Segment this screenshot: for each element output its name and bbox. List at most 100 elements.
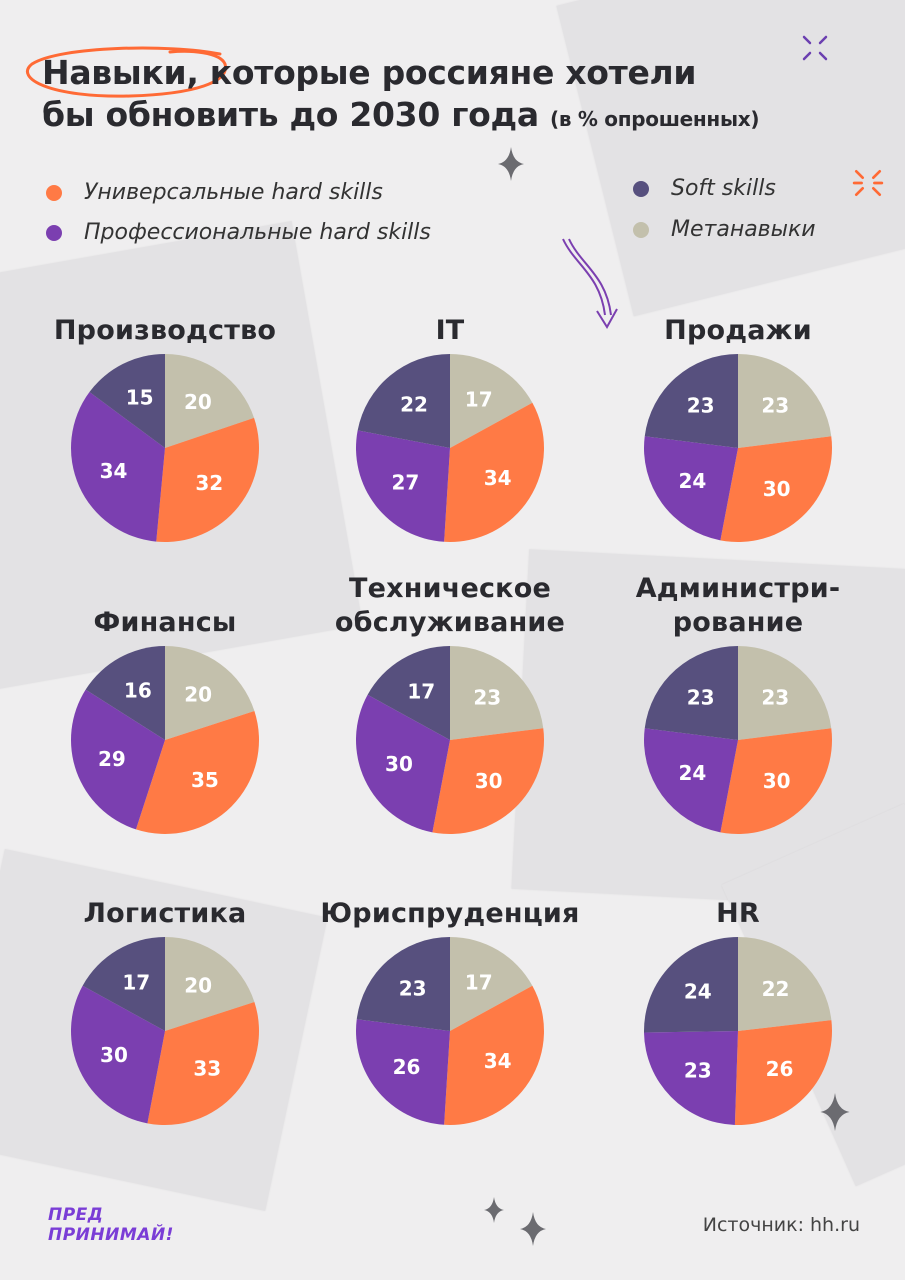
slice-universal [432, 728, 545, 835]
data-label: 17 [465, 387, 493, 411]
legend-item-meta: Метанавыки [633, 217, 816, 242]
data-label: 23 [687, 394, 715, 418]
data-label: 34 [484, 1049, 512, 1073]
highlight-circle-icon [26, 46, 227, 98]
slice-meta [165, 646, 255, 740]
pie-chart-it: 17 34 27 22 [355, 354, 544, 542]
star-icon [820, 1093, 850, 1131]
chart-title: IT [435, 315, 465, 346]
data-label: 17 [465, 970, 493, 994]
slice-professional [643, 436, 738, 541]
data-label: 24 [684, 979, 712, 1003]
slice-soft [644, 354, 738, 448]
title-subtitle: (в % опрошенных) [550, 107, 760, 131]
chart-block-administration: Администри-рование 23 30 24 23 [588, 572, 888, 840]
slice-universal [720, 728, 833, 835]
slice-universal [156, 417, 259, 542]
data-label: 30 [763, 769, 791, 793]
page-title: Навыки, которые россияне хотели бы обнови… [42, 52, 882, 140]
chart-title: HR [716, 898, 760, 929]
data-label: 30 [475, 769, 503, 793]
data-label: 26 [766, 1057, 794, 1081]
title-line2: бы обновить до 2030 года [42, 95, 539, 134]
chart-title: Производство [53, 315, 277, 346]
data-label: 17 [122, 970, 150, 994]
pie-chart-maintenance: 23 30 30 17 [356, 646, 545, 835]
slice-professional [355, 1019, 450, 1125]
data-label: 27 [392, 471, 420, 495]
slice-soft [89, 354, 165, 448]
data-label: 17 [407, 679, 435, 703]
slice-professional [70, 689, 165, 830]
data-label: 32 [195, 471, 223, 495]
data-label: 26 [393, 1055, 421, 1079]
slice-professional [643, 728, 738, 833]
chart-block-logistics: Логистика 20 33 30 17 [15, 863, 315, 1131]
pie-chart-law: 17 34 26 23 [355, 937, 544, 1125]
slice-soft [643, 937, 738, 1033]
data-label: 33 [193, 1056, 221, 1080]
title-line1: , которые россияне хотели [186, 53, 697, 92]
pie-chart-administration: 23 30 24 23 [643, 646, 833, 835]
pie-chart-logistics: 20 33 30 17 [71, 937, 260, 1126]
data-label: 29 [98, 747, 126, 771]
slice-professional [70, 392, 165, 542]
chart-title: Продажи [664, 315, 812, 346]
slice-universal [147, 1001, 260, 1126]
star-icon [520, 1212, 546, 1246]
chart-title: Техническое обслуживание [334, 573, 566, 638]
pie-chart-finance: 20 35 29 16 [70, 646, 260, 835]
data-label: 20 [184, 973, 212, 997]
legend-dot [633, 221, 649, 238]
slice-universal [734, 1020, 832, 1126]
data-label: 22 [400, 393, 428, 417]
slice-universal [444, 402, 544, 542]
chart-title: Логистика [83, 898, 247, 929]
pie-chart-production: 20 32 34 15 [70, 354, 259, 542]
legend-label: Профессиональные hard skills [84, 220, 431, 245]
chart-block-hr: HR 22 26 23 24 [588, 863, 888, 1131]
data-label: 23 [687, 686, 715, 710]
legend-dot [46, 184, 62, 201]
slice-soft [357, 354, 450, 448]
slice-soft [356, 937, 450, 1031]
slice-soft [82, 937, 165, 1031]
data-label: 30 [385, 752, 413, 776]
chart-block-law: Юриспруденция 17 34 26 23 [300, 863, 600, 1131]
legend-label: Метанавыки [671, 217, 816, 242]
slice-meta [738, 937, 832, 1031]
pie-chart-sales: 23 30 24 23 [643, 354, 833, 543]
data-label: 34 [484, 466, 512, 490]
slice-soft [85, 646, 165, 740]
chart-title: Администри-рование [635, 573, 841, 638]
slice-meta [165, 937, 255, 1031]
data-label: 15 [126, 386, 154, 410]
chart-block-sales: Продажи 23 30 24 23 [588, 280, 888, 548]
chart-block-production: Производство 20 32 34 15 [15, 280, 315, 548]
legend-item-universal: Универсальные hard skills [46, 180, 383, 205]
source-note: Источник: hh.ru [702, 1214, 860, 1236]
sparkle-icon [802, 35, 828, 61]
slice-meta [738, 354, 832, 448]
legend-item-professional: Профессиональные hard skills [46, 220, 431, 245]
slice-professional [356, 694, 450, 833]
data-label: 23 [399, 977, 427, 1001]
pie-chart-hr: 22 26 23 24 [643, 937, 832, 1126]
legend-dot [46, 224, 62, 241]
slice-soft [644, 646, 738, 740]
chart-block-it: IT 17 34 27 22 [300, 280, 600, 548]
logo-line2: ПРИНИМАЙ! [48, 1225, 174, 1245]
chart-block-finance: Финансы 20 35 29 16 [15, 572, 315, 840]
legend-label: Soft skills [671, 176, 776, 201]
slice-soft [367, 646, 450, 740]
legend-dot [633, 180, 649, 197]
legend-item-soft: Soft skills [633, 176, 776, 201]
legend-label: Универсальные hard skills [84, 180, 383, 205]
data-label: 35 [191, 768, 219, 792]
slice-universal [444, 985, 544, 1125]
data-label: 23 [761, 686, 789, 710]
title-highlight: Навыки [42, 53, 187, 92]
data-label: 23 [473, 686, 501, 710]
slice-meta [165, 354, 255, 448]
data-label: 23 [684, 1059, 712, 1083]
